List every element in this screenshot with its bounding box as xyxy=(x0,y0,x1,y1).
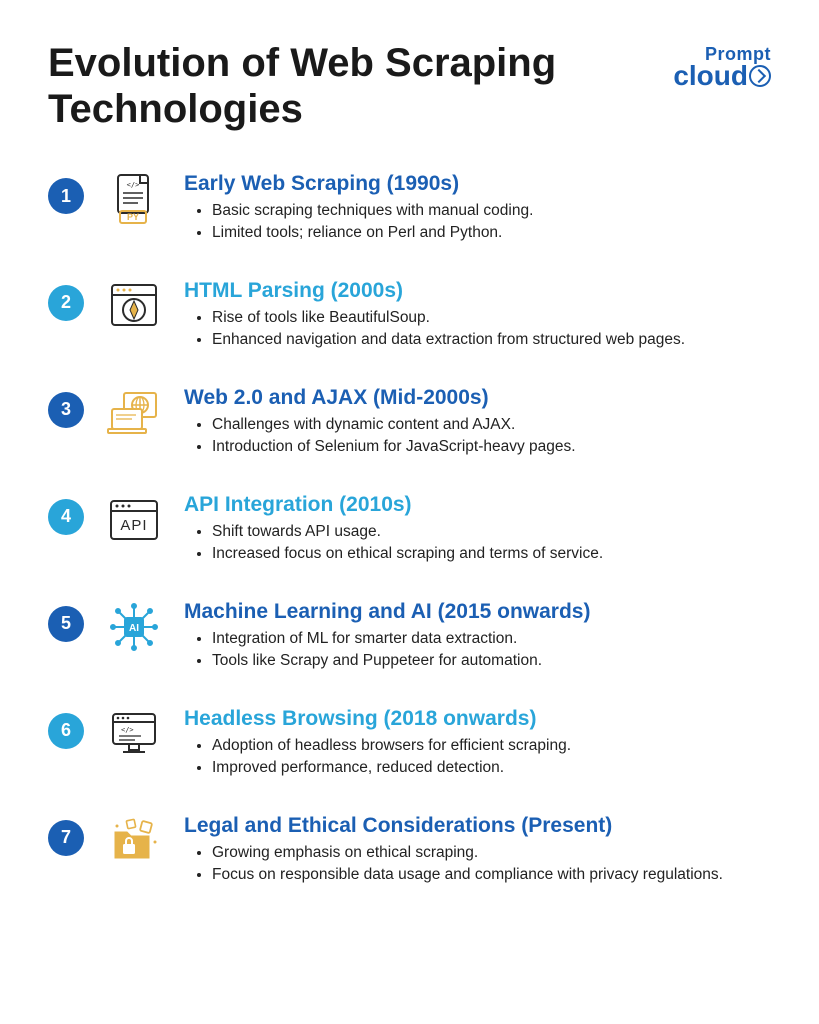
number-badge: 3 xyxy=(48,392,84,428)
bullet: Enhanced navigation and data extraction … xyxy=(212,329,771,351)
number-badge: 2 xyxy=(48,285,84,321)
bullet: Integration of ML for smarter data extra… xyxy=(212,628,771,650)
bullet: Rise of tools like BeautifulSoup. xyxy=(212,307,771,329)
bullet: Increased focus on ethical scraping and … xyxy=(212,543,771,565)
item-content: API Integration (2010s) Shift towards AP… xyxy=(184,493,771,566)
logo-bottom-text: cloud xyxy=(673,62,771,90)
header: Evolution of Web Scraping Technologies P… xyxy=(48,40,771,132)
bullet: Focus on responsible data usage and comp… xyxy=(212,864,771,886)
svg-text:API: API xyxy=(120,517,147,534)
item-title: Headless Browsing (2018 onwards) xyxy=(184,707,771,731)
bullet: Improved performance, reduced detection. xyxy=(212,757,771,779)
bullet: Tools like Scrapy and Puppeteer for auto… xyxy=(212,650,771,672)
compass-window-icon xyxy=(104,279,164,333)
item-bullets: Integration of ML for smarter data extra… xyxy=(184,628,771,673)
item-bullets: Rise of tools like BeautifulSoup. Enhanc… xyxy=(184,307,771,352)
number-badge: 6 xyxy=(48,713,84,749)
timeline-item-4: 4 API API Integration (2010s) Shift towa… xyxy=(48,493,771,566)
bullet: Growing emphasis on ethical scraping. xyxy=(212,842,771,864)
logo-bottom-label: cloud xyxy=(673,62,748,90)
bullet: Introduction of Selenium for JavaScript-… xyxy=(212,436,771,458)
page-title: Evolution of Web Scraping Technologies xyxy=(48,40,588,132)
item-content: Machine Learning and AI (2015 onwards) I… xyxy=(184,600,771,673)
item-content: HTML Parsing (2000s) Rise of tools like … xyxy=(184,279,771,352)
item-bullets: Challenges with dynamic content and AJAX… xyxy=(184,414,771,459)
item-title: HTML Parsing (2000s) xyxy=(184,279,771,303)
timeline-item-7: 7 Legal and Ethical Considerations (Pres… xyxy=(48,814,771,887)
item-title: Early Web Scraping (1990s) xyxy=(184,172,771,196)
bullet: Limited tools; reliance on Perl and Pyth… xyxy=(212,222,771,244)
svg-text:</>: </> xyxy=(127,181,140,189)
svg-text:</>: </> xyxy=(121,726,134,734)
timeline-item-3: 3 Web 2.0 and AJAX (Mid-2000s) Challenge… xyxy=(48,386,771,459)
item-bullets: Basic scraping techniques with manual co… xyxy=(184,200,771,245)
number-badge: 7 xyxy=(48,820,84,856)
svg-text:PY: PY xyxy=(127,212,139,222)
cloud-arrow-icon xyxy=(749,65,771,87)
item-content: Web 2.0 and AJAX (Mid-2000s) Challenges … xyxy=(184,386,771,459)
item-bullets: Adoption of headless browsers for effici… xyxy=(184,735,771,780)
globe-laptop-icon xyxy=(104,386,164,440)
item-bullets: Growing emphasis on ethical scraping. Fo… xyxy=(184,842,771,887)
timeline-item-2: 2 HTML Parsing (2000s) Rise of tools lik… xyxy=(48,279,771,352)
bullet: Shift towards API usage. xyxy=(212,521,771,543)
item-title: Legal and Ethical Considerations (Presen… xyxy=(184,814,771,838)
timeline-item-5: 5 AI Machine Learning and AI (2015 onwar… xyxy=(48,600,771,673)
ai-chip-icon: AI xyxy=(104,600,164,654)
svg-text:AI: AI xyxy=(129,623,139,634)
bullet: Basic scraping techniques with manual co… xyxy=(212,200,771,222)
bullet: Adoption of headless browsers for effici… xyxy=(212,735,771,757)
item-title: Web 2.0 and AJAX (Mid-2000s) xyxy=(184,386,771,410)
number-badge: 4 xyxy=(48,499,84,535)
item-content: Legal and Ethical Considerations (Presen… xyxy=(184,814,771,887)
bullet: Challenges with dynamic content and AJAX… xyxy=(212,414,771,436)
api-window-icon: API xyxy=(104,493,164,547)
py-file-icon: </> PY xyxy=(104,172,164,226)
number-badge: 1 xyxy=(48,178,84,214)
timeline-item-6: 6 </> Headless Browsing (2018 onwards) A… xyxy=(48,707,771,780)
promptcloud-logo: Prompt cloud xyxy=(673,46,771,90)
item-title: Machine Learning and AI (2015 onwards) xyxy=(184,600,771,624)
timeline-list: 1 </> PY Early Web Scraping (1990s) Basi… xyxy=(48,172,771,887)
number-badge: 5 xyxy=(48,606,84,642)
code-monitor-icon: </> xyxy=(104,707,164,761)
item-bullets: Shift towards API usage. Increased focus… xyxy=(184,521,771,566)
item-title: API Integration (2010s) xyxy=(184,493,771,517)
secure-folder-icon xyxy=(104,814,164,868)
item-content: Headless Browsing (2018 onwards) Adoptio… xyxy=(184,707,771,780)
item-content: Early Web Scraping (1990s) Basic scrapin… xyxy=(184,172,771,245)
timeline-item-1: 1 </> PY Early Web Scraping (1990s) Basi… xyxy=(48,172,771,245)
